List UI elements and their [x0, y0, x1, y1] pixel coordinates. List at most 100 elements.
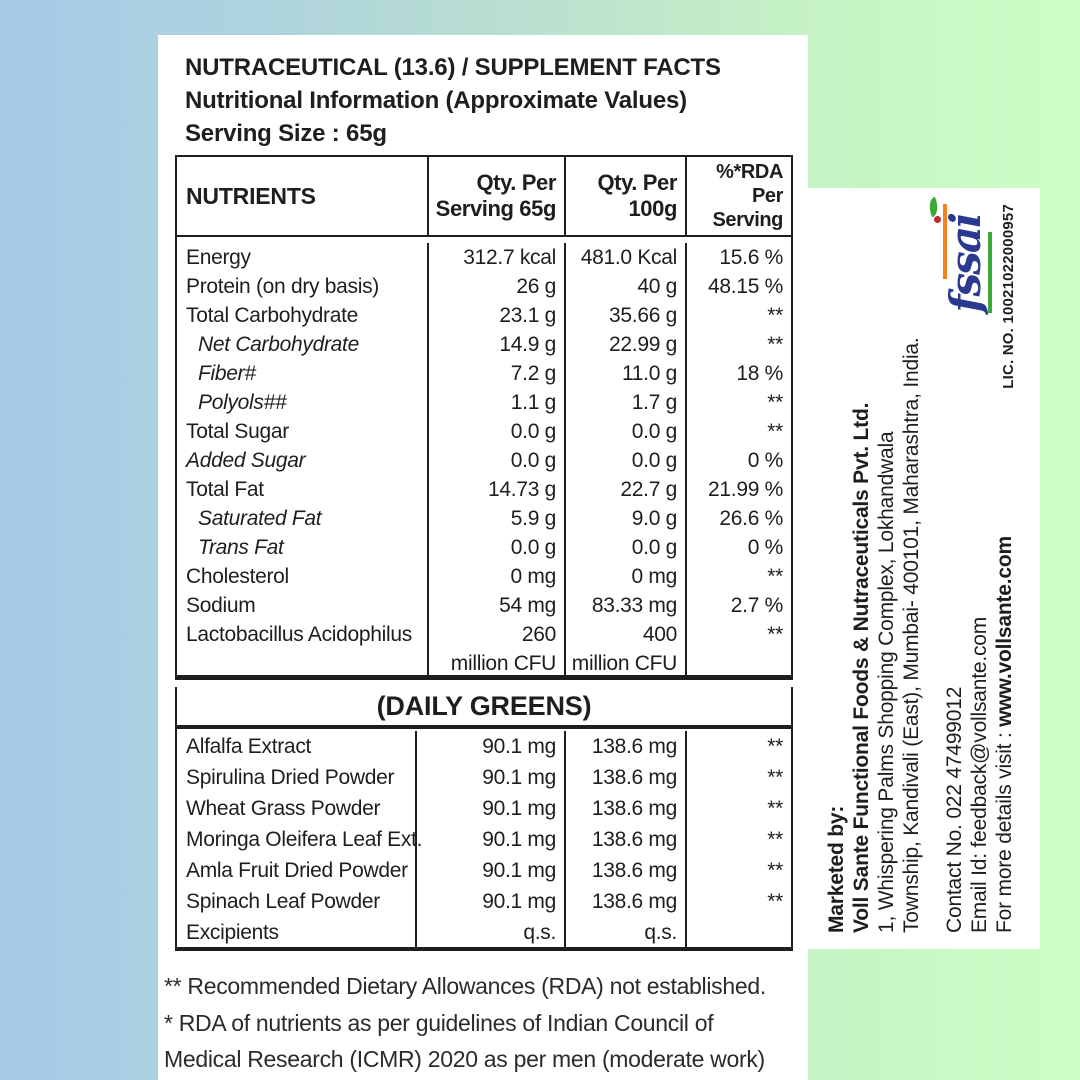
- website-url: www.vollsante.com: [993, 536, 1016, 727]
- qty-per-100g-cell: 0 mg: [564, 562, 685, 591]
- qty-per-100g-cell: 138.6 mg: [564, 855, 685, 886]
- qty-per-100g-cell: 83.33 mg: [564, 591, 685, 620]
- qty-per-100g-cell: 138.6 mg: [564, 824, 685, 855]
- table-row: Spirulina Dried Powder 90.1 mg 138.6 mg **: [177, 762, 791, 793]
- contact-block: Contact No. 022 47499012 Email Id: feedb…: [942, 536, 1017, 933]
- header-qty-per-100g: Qty. Per 100g: [564, 157, 685, 235]
- qty-per-100g-cell: 40 g: [564, 272, 685, 301]
- marketer-rotated-block: Marketed by: Voll Sante Functional Foods…: [808, 188, 1040, 949]
- rda-cell: 26.6 %: [685, 504, 791, 533]
- nutrient-name-cell: Net Carbohydrate: [198, 333, 359, 356]
- table-row: Saturated Fat 5.9 g 9.0 g 26.6 %: [177, 504, 791, 533]
- rda-cell: 48.15 %: [685, 272, 791, 301]
- footnote-line: * RDA of nutrients as per guidelines of …: [164, 1009, 714, 1036]
- rda-cell: [685, 917, 791, 948]
- nutrients-table-header: NUTRIENTS Qty. Per Serving 65g Qty. Per …: [177, 157, 791, 237]
- qty-per-100g-cell: 0.0 g: [564, 417, 685, 446]
- fssai-logo: fssai: [924, 196, 992, 315]
- qty-per-serving-cell: 1.1 g: [427, 388, 564, 417]
- qty-per-serving-cell: 90.1 mg: [415, 731, 564, 762]
- table-row: Total Fat 14.73 g 22.7 g 21.99 %: [177, 475, 791, 504]
- qty-per-serving-cell: 54 mg: [427, 591, 564, 620]
- nutrient-name-cell: Total Fat: [186, 478, 264, 501]
- header-nutrients: NUTRIENTS: [186, 182, 316, 209]
- qty-per-100g-cell: 9.0 g: [564, 504, 685, 533]
- qty-per-100g-cell: q.s.: [564, 917, 685, 948]
- rda-cell: 0 %: [685, 533, 791, 562]
- rda-cell: 21.99 %: [685, 475, 791, 504]
- table-row: Protein (on dry basis) 26 g 40 g 48.15 %: [177, 272, 791, 301]
- nutrient-name-cell: Spirulina Dried Powder: [186, 766, 395, 789]
- rda-cell: **: [685, 330, 791, 359]
- email-line: Email Id: feedback@vollsante.com: [968, 616, 991, 933]
- table-row: Spinach Leaf Powder 90.1 mg 138.6 mg **: [177, 886, 791, 917]
- nutrient-name-cell: Lactobacillus Acidophilus: [186, 623, 412, 646]
- qty-per-serving-cell: 90.1 mg: [415, 762, 564, 793]
- nutrients-table-body: Energy 312.7 kcal 481.0 Kcal 15.6 % Protein …: [177, 237, 791, 678]
- title-block: NUTRACEUTICAL (13.6) / SUPPLEMENT FACTS …: [185, 51, 721, 150]
- address-line-2: Township, Kandivali (East), Mumbai- 4001…: [900, 337, 923, 933]
- nutrient-name-cell: Added Sugar: [186, 449, 306, 472]
- website-line: For more details visit : www.vollsante.c…: [993, 536, 1016, 933]
- qty-per-100g-cell: 22.99 g: [564, 330, 685, 359]
- qty-per-100g-cell: 400 million CFU: [564, 620, 685, 678]
- rda-cell: **: [685, 824, 791, 855]
- qty-per-100g-cell: 22.7 g: [564, 475, 685, 504]
- rda-cell: **: [685, 855, 791, 886]
- rda-cell: 18 %: [685, 359, 791, 388]
- qty-per-100g-cell: 481.0 Kcal: [564, 243, 685, 272]
- nutrient-name-cell: Energy: [186, 246, 251, 269]
- nutrient-name-cell: Sodium: [186, 594, 256, 617]
- qty-per-serving-cell: 312.7 kcal: [427, 243, 564, 272]
- rda-cell: 0 %: [685, 446, 791, 475]
- table-row: Net Carbohydrate 14.9 g 22.99 g **: [177, 330, 791, 359]
- nutrient-name-cell: Moringa Oleifera Leaf Ext.: [186, 828, 423, 851]
- qty-per-100g-cell: 0.0 g: [564, 446, 685, 475]
- rda-cell: **: [685, 562, 791, 591]
- qty-per-100g-cell: 138.6 mg: [564, 731, 685, 762]
- nutrient-name-cell: Saturated Fat: [198, 507, 322, 530]
- nutrient-name-cell: Spinach Leaf Powder: [186, 890, 380, 913]
- qty-per-100g-cell: 35.66 g: [564, 301, 685, 330]
- qty-per-100g-cell: 138.6 mg: [564, 886, 685, 917]
- panel-title: NUTRACEUTICAL (13.6) / SUPPLEMENT FACTS: [185, 54, 721, 81]
- rda-cell: **: [685, 620, 791, 678]
- footnote-line: ** Recommended Dietary Allowances (RDA) …: [164, 973, 766, 999]
- nutrient-name-cell: Polyols##: [198, 391, 287, 414]
- nutrition-facts-panel: NUTRACEUTICAL (13.6) / SUPPLEMENT FACTS …: [158, 35, 808, 1080]
- nutrient-name-cell: Protein (on dry basis): [186, 275, 379, 298]
- qty-per-serving-cell: 90.1 mg: [415, 824, 564, 855]
- footnote-line: Medical Research (ICMR) 2020 as per men …: [164, 1046, 765, 1072]
- address-line-1: 1, Whispering Palms Shopping Complex, Lo…: [875, 431, 898, 933]
- qty-per-serving-cell: 260 million CFU: [427, 620, 564, 678]
- fssai-wordmark: fssai: [941, 214, 990, 313]
- table-row: Excipients q.s. q.s.: [177, 917, 791, 948]
- rda-cell: **: [685, 731, 791, 762]
- rda-cell: **: [685, 417, 791, 446]
- qty-per-serving-cell: 5.9 g: [427, 504, 564, 533]
- qty-per-serving-cell: 0.0 g: [427, 417, 564, 446]
- qty-per-serving-cell: 7.2 g: [427, 359, 564, 388]
- header-rda: %*RDA Per Serving: [685, 157, 791, 235]
- nutrient-name-cell: Cholesterol: [186, 565, 289, 588]
- nutrient-name-cell: Amla Fruit Dried Powder: [186, 859, 408, 882]
- qty-per-serving-cell: 90.1 mg: [415, 793, 564, 824]
- nutrient-name-cell: Wheat Grass Powder: [186, 797, 381, 820]
- table-row: Alfalfa Extract 90.1 mg 138.6 mg **: [177, 731, 791, 762]
- nutrient-name-cell: Total Carbohydrate: [186, 304, 359, 327]
- rda-cell: **: [685, 793, 791, 824]
- table-row: Fiber# 7.2 g 11.0 g 18 %: [177, 359, 791, 388]
- rda-cell: **: [685, 301, 791, 330]
- table-row: Polyols## 1.1 g 1.7 g **: [177, 388, 791, 417]
- table-row: Amla Fruit Dried Powder 90.1 mg 138.6 mg **: [177, 855, 791, 886]
- nutrient-name-cell: Fiber#: [198, 362, 256, 385]
- table-row: Wheat Grass Powder 90.1 mg 138.6 mg **: [177, 793, 791, 824]
- qty-per-serving-cell: 0.0 g: [427, 533, 564, 562]
- fssai-block: fssai LIC. NO. 10021022000957: [924, 196, 1017, 389]
- rda-cell: **: [685, 762, 791, 793]
- nutrient-name-cell: Alfalfa Extract: [186, 735, 312, 758]
- qty-per-serving-cell: 26 g: [427, 272, 564, 301]
